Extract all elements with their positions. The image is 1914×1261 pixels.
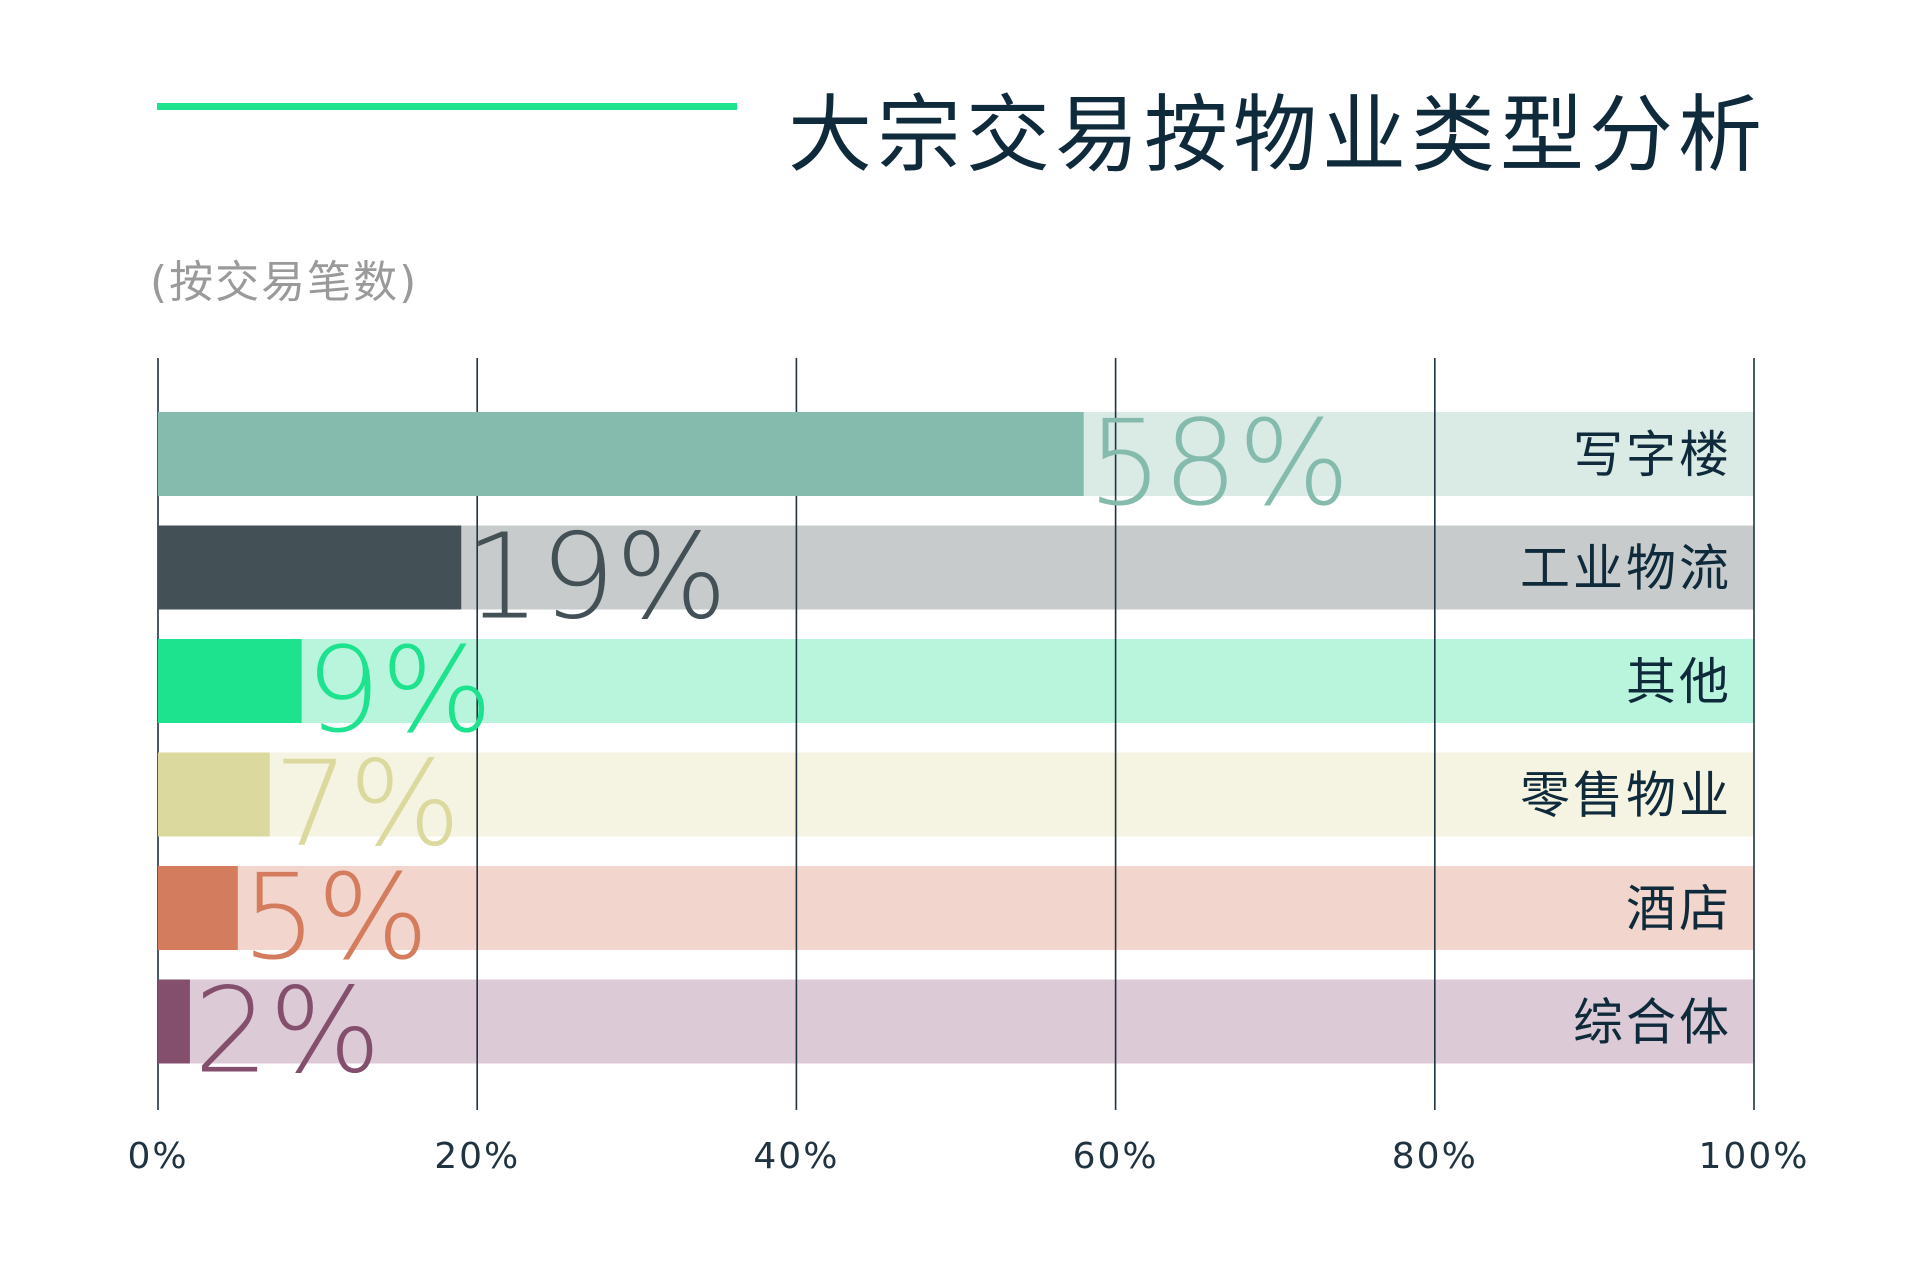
bar (158, 979, 190, 1064)
value-labels: 58% 19%9%7%5%2% (194, 394, 1350, 1100)
bar-track (158, 979, 1754, 1064)
bar-track (158, 639, 1754, 723)
value-label: 2% (194, 962, 381, 1100)
page-title: 大宗交易按物业类型分析 (787, 86, 1767, 184)
x-tick-label: 0% (127, 1136, 188, 1177)
x-tick-label: 40% (753, 1136, 839, 1177)
category-label: 工业物流 (1520, 540, 1732, 598)
value-label: 19% (465, 508, 727, 646)
value-label: 5% (242, 848, 429, 986)
category-label: 酒店 (1626, 880, 1732, 938)
category-label: 零售物业 (1520, 767, 1732, 825)
bar (158, 525, 462, 610)
x-tick-label: 100% (1699, 1136, 1810, 1177)
bar-track (158, 752, 1754, 837)
title-accent-line (157, 103, 737, 110)
value-label: 58% (1088, 394, 1350, 532)
bar-track (158, 866, 1754, 950)
bar-fills (158, 412, 1084, 1064)
category-label: 其他 (1626, 653, 1732, 711)
bar (158, 639, 302, 723)
bar (158, 752, 270, 837)
value-label: 9% (306, 621, 493, 759)
x-tick-label: 20% (434, 1136, 520, 1177)
value-label: 7% (274, 735, 461, 873)
category-label: 综合体 (1573, 994, 1732, 1052)
x-axis-ticks: 0% 20% 40% 60% 80% 100% (127, 1136, 1810, 1177)
bar (158, 866, 238, 950)
x-tick-label: 80% (1392, 1136, 1478, 1177)
category-label: 写字楼 (1573, 426, 1732, 484)
bar (158, 412, 1084, 496)
chart-subtitle: (按交易笔数) (150, 257, 419, 308)
x-tick-label: 60% (1073, 1136, 1159, 1177)
